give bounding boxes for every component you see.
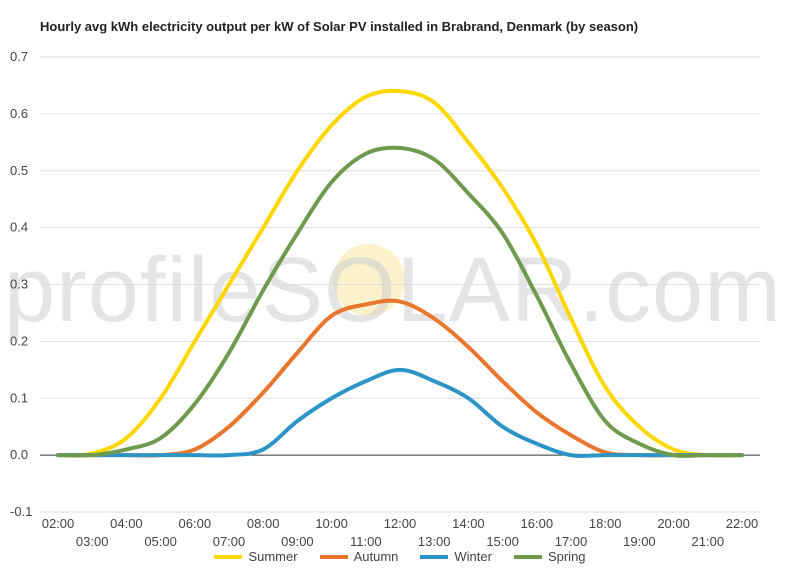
x-axis-ticks: 02:0003:0004:0005:0006:0007:0008:0009:00… <box>42 516 759 549</box>
legend-item-spring: Spring <box>513 549 586 564</box>
y-tick-label: 0.5 <box>10 163 28 178</box>
y-tick-label: 0.3 <box>10 277 28 292</box>
series-line-winter <box>56 367 744 458</box>
legend-label: Winter <box>454 549 492 564</box>
y-tick-label: 0.0 <box>10 447 28 462</box>
y-tick-label: 0.2 <box>10 333 28 348</box>
legend-item-winter: Winter <box>420 549 492 564</box>
legend-swatch <box>319 554 348 559</box>
legend-label: Spring <box>547 549 586 564</box>
x-tick-label: 16:00 <box>521 516 554 531</box>
legend-label: Summer <box>248 549 298 564</box>
x-tick-label: 15:00 <box>486 534 519 549</box>
x-tick-label: 10:00 <box>315 516 348 531</box>
y-tick-label: 0.7 <box>10 49 28 64</box>
x-tick-label: 03:00 <box>76 534 109 549</box>
series-lines <box>56 88 744 458</box>
y-tick-label: 0.6 <box>10 106 28 121</box>
x-tick-label: 14:00 <box>452 516 485 531</box>
legend-item-summer: Summer <box>214 549 298 564</box>
x-tick-label: 07:00 <box>213 534 246 549</box>
x-tick-label: 21:00 <box>692 534 725 549</box>
legend-item-autumn: Autumn <box>319 549 399 564</box>
legend-swatch <box>513 554 542 559</box>
x-tick-label: 04:00 <box>110 516 143 531</box>
x-tick-label: 11:00 <box>350 534 382 549</box>
legend-label: Autumn <box>353 549 399 564</box>
y-tick-label: 0.1 <box>10 390 28 405</box>
legend: Summer Autumn Winter Spring <box>0 549 800 564</box>
y-tick-label: -0.1 <box>10 504 32 519</box>
x-tick-label: 05:00 <box>144 534 177 549</box>
series-line-summer <box>56 88 744 458</box>
x-tick-label: 13:00 <box>418 534 451 549</box>
x-tick-label: 17:00 <box>555 534 588 549</box>
x-tick-label: 09:00 <box>281 534 314 549</box>
x-tick-label: 20:00 <box>657 516 690 531</box>
x-tick-label: 06:00 <box>179 516 212 531</box>
legend-swatch <box>214 554 243 559</box>
y-axis-ticks: -0.1 0.0 0.1 0.2 0.3 0.4 0.5 0.6 0.7 <box>10 49 32 519</box>
x-tick-label: 18:00 <box>589 516 622 531</box>
x-tick-label: 02:00 <box>42 516 75 531</box>
chart-title: Hourly avg kWh electricity output per kW… <box>40 19 639 34</box>
x-tick-label: 12:00 <box>384 516 417 531</box>
legend-swatch <box>420 554 449 559</box>
x-tick-label: 19:00 <box>623 534 656 549</box>
series-line-spring <box>56 145 744 458</box>
y-tick-label: 0.4 <box>10 220 28 235</box>
x-tick-label: 22:00 <box>726 516 759 531</box>
series-line-autumn <box>56 298 744 458</box>
x-tick-label: 08:00 <box>247 516 280 531</box>
